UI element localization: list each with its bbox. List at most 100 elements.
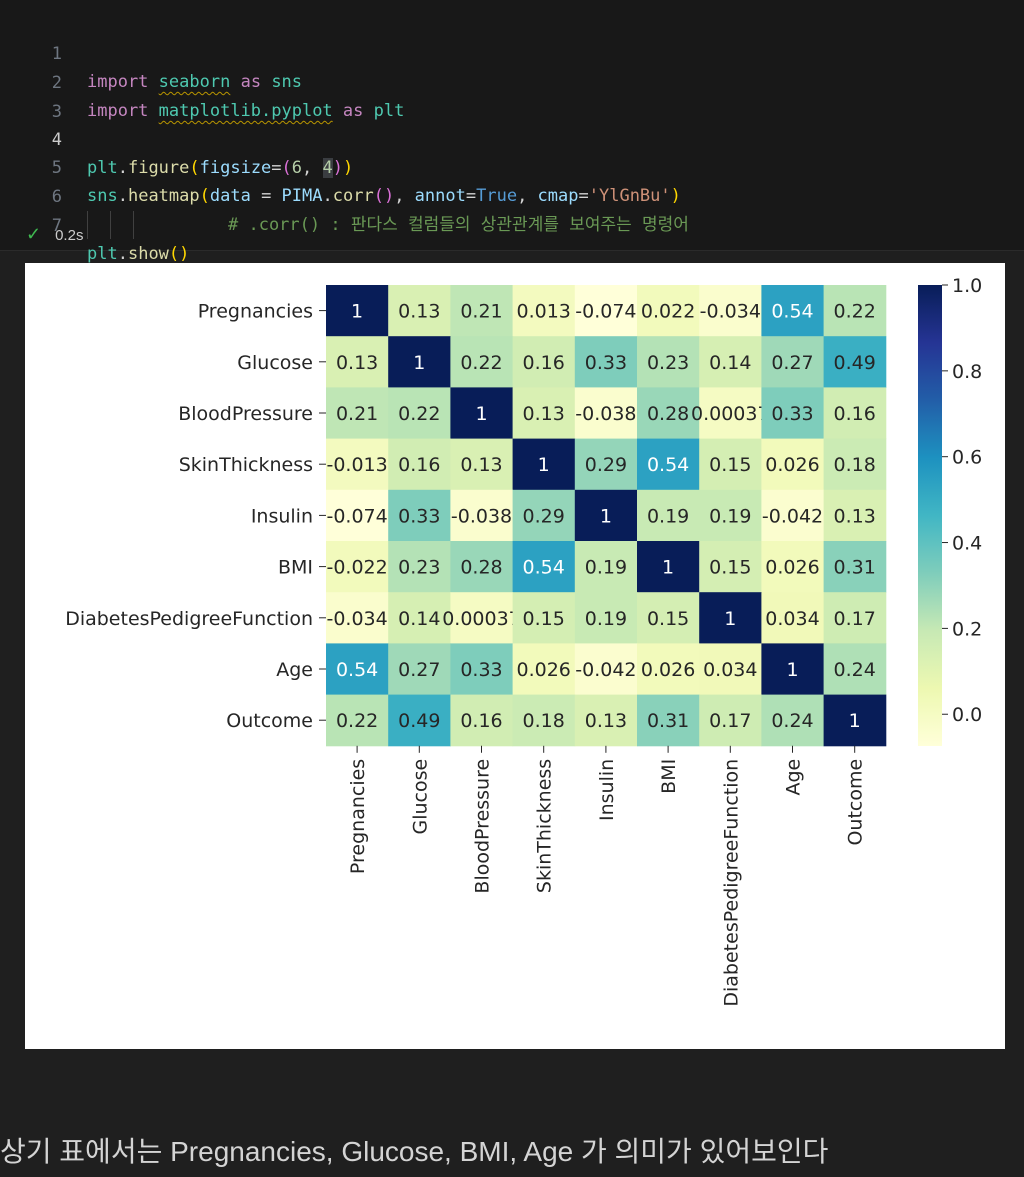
line-number: 4 (51, 130, 62, 150)
function-name: heatmap (127, 186, 200, 206)
heatmap-cell (637, 592, 700, 644)
heatmap-cell (574, 387, 638, 440)
cell-annotation: 0.21 (336, 403, 378, 425)
heatmap-cell (388, 643, 451, 696)
cell-annotation: -0.042 (762, 505, 823, 527)
cell-annotation: 0.24 (834, 659, 876, 681)
code-line-4[interactable]: 4 plt.figure(figsize=(6, 4)) (0, 98, 353, 178)
code-line-5[interactable]: 5 sns.heatmap(data = PIMA.corr(), annot=… (0, 126, 681, 206)
heatmap-cell (574, 694, 638, 747)
heatmap-cell (388, 541, 451, 593)
heatmap-chart: 1 0.13 0.21 0.013 -0.074 0.022 -0.034 0.54 0.220… (65, 275, 982, 1007)
cell-annotation: 0.19 (585, 608, 627, 630)
heatmap-cell (823, 643, 887, 696)
cell-output: 1 0.13 0.21 0.013 -0.074 0.022 -0.034 0.54 0.22 0… (25, 263, 1005, 1049)
cell-annotation: 0.31 (647, 710, 689, 732)
heatmap-cell (326, 489, 389, 542)
heatmap-cell (326, 643, 389, 696)
y-tick-label: Pregnancies (198, 301, 313, 323)
heatmap-cell (637, 489, 700, 542)
heatmap-cell (699, 336, 762, 388)
heatmap-cell (637, 336, 700, 388)
code-cell[interactable]: 1 import seaborn as sns 2 import matplot… (0, 0, 1024, 264)
x-tick-label: Pregnancies (347, 759, 369, 874)
keyword: as (342, 101, 364, 121)
cell-annotation: 0.18 (523, 710, 565, 732)
x-tick-label: BMI (658, 759, 680, 794)
cell-annotation: 0.034 (765, 608, 819, 630)
function-name: show (127, 244, 169, 264)
check-icon: ✓ (26, 224, 42, 244)
heatmap-cell (637, 694, 700, 747)
bool-literal: True (476, 186, 518, 206)
cell-annotation: 0.28 (460, 557, 502, 579)
cell-annotation: 0.13 (398, 301, 440, 323)
indent-guide (133, 211, 156, 239)
y-tick-label: Insulin (251, 505, 313, 527)
heatmap-cell (512, 694, 576, 747)
cell-annotation: 0.013 (516, 301, 570, 323)
code-line-1[interactable]: 1 import seaborn as sns (0, 12, 302, 92)
heatmap-cell (512, 592, 576, 644)
module-name: seaborn (158, 72, 231, 92)
keyword: as (240, 72, 262, 92)
code-comment: # .corr() : 판다스 컬럼들의 상관관계를 보여주는 명령어 (228, 215, 689, 235)
cell-annotation: 0.022 (641, 301, 695, 323)
cell-annotation: 0.13 (585, 710, 627, 732)
colorbar-tick-label: 1.0 (952, 275, 982, 297)
string-literal: 'YlGnBu' (588, 186, 671, 206)
cell-annotation: 0.24 (771, 710, 813, 732)
cell-annotation: 0.16 (460, 710, 502, 732)
heatmap-cell (450, 643, 514, 696)
cell-annotation: 1 (538, 454, 550, 476)
heatmap-cell (326, 541, 389, 593)
cell-annotation: 0.22 (398, 403, 440, 425)
param-name: data (209, 186, 251, 206)
cell-annotation: 0.22 (834, 301, 876, 323)
cell-annotation: 0.17 (834, 608, 876, 630)
cell-annotation: 0.16 (523, 352, 565, 374)
cell-annotation: 0.15 (647, 608, 689, 630)
heatmap-cell (574, 592, 638, 644)
cell-annotation: 1 (413, 352, 425, 374)
cell-annotation: 0.19 (709, 505, 751, 527)
heatmap-cell (823, 592, 887, 644)
cell-annotation: 0.33 (398, 505, 440, 527)
cell-annotation: -0.034 (326, 608, 387, 630)
line-number: 5 (51, 158, 62, 178)
cell-annotation: 0.026 (641, 659, 695, 681)
cell-annotation: 0.13 (834, 505, 876, 527)
heatmap-cell (512, 285, 576, 337)
heatmap-cell (574, 336, 638, 388)
alias: plt (373, 101, 405, 121)
x-tick-label: Outcome (845, 759, 867, 846)
heatmap-cell (326, 694, 389, 747)
heatmap-cell (326, 438, 389, 491)
colorbar-tick-label: 0.8 (952, 361, 982, 383)
object-name: plt (87, 244, 118, 264)
x-tick-label: DiabetesPedigreeFunction (720, 759, 742, 1007)
cell-annotation: -0.074 (575, 301, 636, 323)
cell-annotation: 0.33 (460, 659, 502, 681)
cell-annotation: 0.14 (398, 608, 440, 630)
object-name: plt (87, 158, 118, 178)
y-tick-label: Glucose (237, 352, 313, 374)
cell-annotation: 0.13 (523, 403, 565, 425)
dataframe-name: PIMA (281, 186, 323, 206)
line-number: 1 (51, 44, 62, 64)
code-line-7[interactable]: 7 plt.show() (0, 184, 190, 264)
cell-annotation: 1 (786, 659, 798, 681)
code-line-6[interactable]: 6 # .corr() : 판다스 컬럼들의 상관관계를 보여주는 명령어 (0, 155, 689, 239)
code-line-2[interactable]: 2 import matplotlib.pyplot as plt (0, 41, 405, 121)
x-tick-label: BloodPressure (472, 759, 494, 894)
heatmap-cell (326, 336, 389, 388)
heatmap-cell (512, 336, 576, 388)
heatmap-cell (450, 438, 514, 491)
cell-annotation: 0.27 (771, 352, 813, 374)
cell-annotation: 0.14 (709, 352, 751, 374)
indent-guide (87, 211, 110, 239)
code-line-3[interactable]: 3 (0, 70, 62, 122)
heatmap-cell (450, 489, 514, 542)
heatmap-cell (512, 541, 576, 593)
heatmap-cell (761, 285, 825, 337)
